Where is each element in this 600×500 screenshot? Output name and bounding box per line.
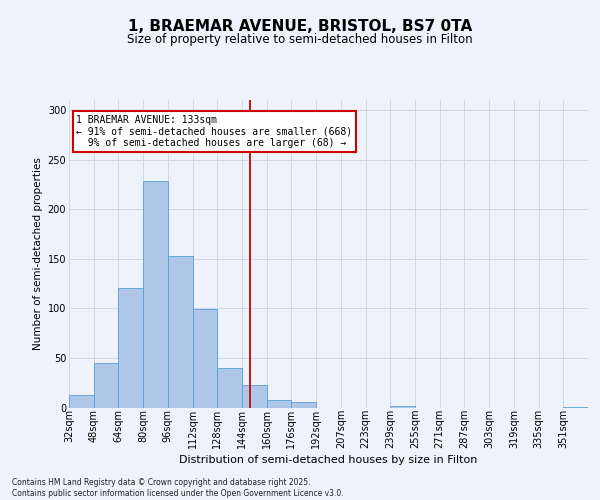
Bar xyxy=(390,406,415,407)
Text: 1, BRAEMAR AVENUE, BRISTOL, BS7 0TA: 1, BRAEMAR AVENUE, BRISTOL, BS7 0TA xyxy=(128,19,472,34)
Bar xyxy=(193,310,217,408)
Y-axis label: Number of semi-detached properties: Number of semi-detached properties xyxy=(34,158,43,350)
Bar xyxy=(94,363,118,408)
Bar xyxy=(168,256,193,408)
Text: 1 BRAEMAR AVENUE: 133sqm
← 91% of semi-detached houses are smaller (668)
  9% of: 1 BRAEMAR AVENUE: 133sqm ← 91% of semi-d… xyxy=(76,115,353,148)
Bar xyxy=(69,394,94,407)
Bar xyxy=(242,384,267,407)
Text: Size of property relative to semi-detached houses in Filton: Size of property relative to semi-detach… xyxy=(127,34,473,46)
Text: Contains HM Land Registry data © Crown copyright and database right 2025.
Contai: Contains HM Land Registry data © Crown c… xyxy=(12,478,344,498)
Bar xyxy=(563,406,588,408)
Bar xyxy=(292,402,316,407)
X-axis label: Distribution of semi-detached houses by size in Filton: Distribution of semi-detached houses by … xyxy=(179,456,478,466)
Bar xyxy=(217,368,242,408)
Bar xyxy=(143,182,168,408)
Bar xyxy=(118,288,143,408)
Bar xyxy=(267,400,292,407)
